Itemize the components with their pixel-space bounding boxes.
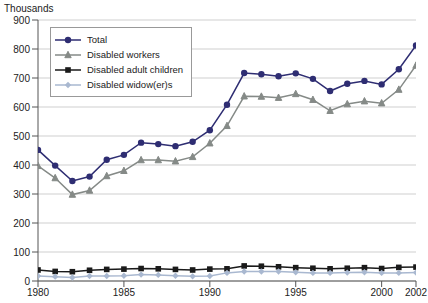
svg-text:700: 700 [13,73,30,84]
svg-text:2002: 2002 [405,287,420,298]
svg-text:1980: 1980 [27,287,50,298]
svg-text:100: 100 [13,247,30,258]
svg-text:1990: 1990 [199,287,222,298]
html-text:Disabled workers: Disabled workers [87,49,160,60]
html-text:Thousands: Thousands [4,3,54,14]
svg-text:800: 800 [13,44,30,55]
svg-text:1995: 1995 [285,287,308,298]
svg-text:1985: 1985 [113,287,136,298]
svg-text:400: 400 [13,160,30,171]
svg-text:300: 300 [13,189,30,200]
svg-text:200: 200 [13,218,30,229]
svg-text:500: 500 [13,131,30,142]
html-text:Disabled adult children: Disabled adult children [87,64,184,75]
html-text:Total: Total [87,34,108,45]
svg-text:0: 0 [24,276,30,287]
html-text:Disabled widow(er)s: Disabled widow(er)s [87,79,173,90]
svg-text:900: 900 [13,15,30,26]
svg-text:2000: 2000 [371,287,394,298]
svg-text:600: 600 [13,102,30,113]
